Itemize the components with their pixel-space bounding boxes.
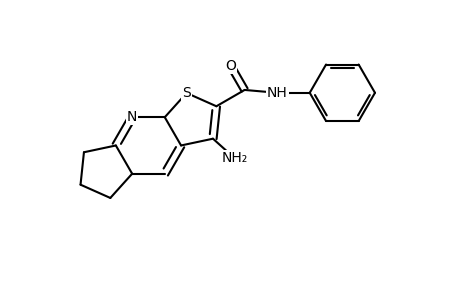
Text: O: O xyxy=(225,59,236,73)
Text: NH₂: NH₂ xyxy=(221,151,247,165)
Text: N: N xyxy=(127,110,137,124)
Text: S: S xyxy=(182,86,190,100)
Text: NH: NH xyxy=(266,86,287,100)
